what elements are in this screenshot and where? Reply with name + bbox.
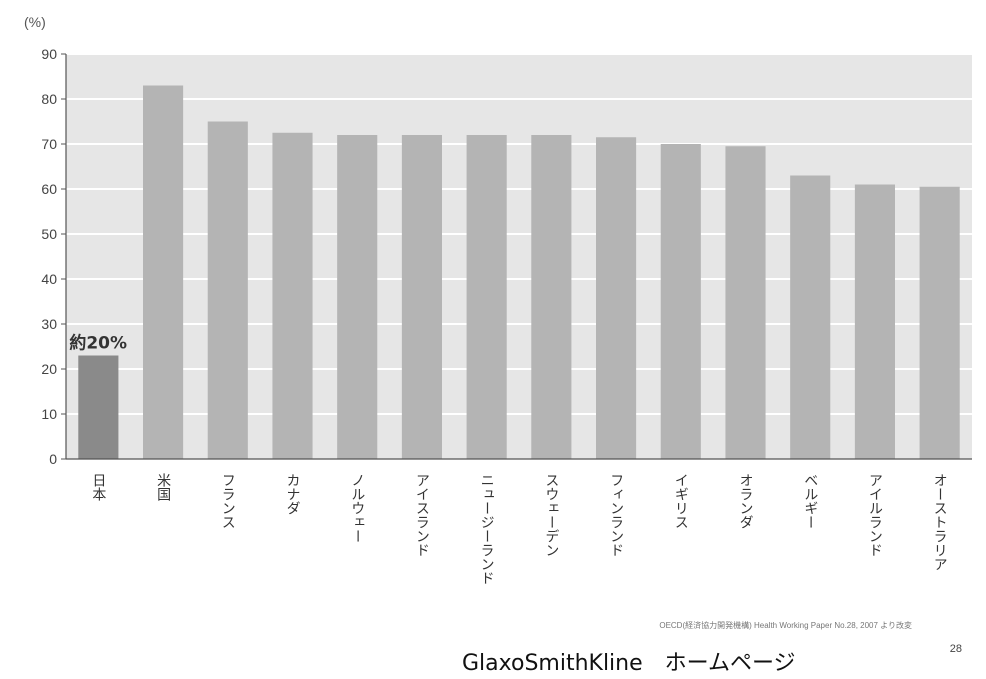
bar <box>660 144 701 459</box>
bar <box>143 85 184 459</box>
y-tick-label: 90 <box>41 46 57 62</box>
x-tick-label: オーストラリア <box>932 473 948 571</box>
x-tick-label: アイスランド <box>414 473 430 557</box>
bar <box>207 121 248 459</box>
x-tick-label: ノルウェー <box>349 473 365 543</box>
plot-background <box>66 54 972 459</box>
bar <box>401 135 442 459</box>
y-tick-label: 0 <box>49 451 57 467</box>
bar-chart: 0 10 20 30 40 50 60 70 80 90 日本 米国 フランス カナダ ノルウェー アイスラ… <box>41 46 972 585</box>
y-tick-label: 80 <box>41 91 57 107</box>
y-tick-label: 70 <box>41 136 57 152</box>
source-note: OECD(経済協力開発機構) Health Working Paper No.2… <box>659 621 912 630</box>
y-tick-label: 20 <box>41 361 57 377</box>
bar <box>531 135 572 459</box>
x-tick-label: スウェーデン <box>543 473 559 557</box>
bar <box>466 135 507 459</box>
x-tick-label: フランス <box>220 473 236 529</box>
bar <box>854 184 895 459</box>
y-tick-label: 30 <box>41 316 57 332</box>
page-number: 28 <box>949 643 962 655</box>
bar <box>790 175 831 459</box>
x-tick-label: オランダ <box>738 473 754 529</box>
x-tick-label: カナダ <box>285 473 301 515</box>
bar <box>596 137 637 459</box>
x-axis-labels: 日本 米国 フランス カナダ ノルウェー アイスランド ニュージーランド スウェーデン フィンラ… <box>90 473 947 585</box>
x-tick-label: イギリス <box>673 473 689 529</box>
x-tick-label: 日本 <box>90 473 106 501</box>
bar <box>272 132 313 459</box>
footer-title: GlaxoSmithKline ホームページ <box>462 651 796 676</box>
x-tick-label: アイルランド <box>867 473 883 557</box>
x-tick-label: ベルギー <box>802 473 818 529</box>
bar <box>337 135 378 459</box>
bars <box>78 85 960 459</box>
x-tick-label: ニュージーランド <box>479 473 495 585</box>
bar <box>919 186 960 459</box>
y-tick-label: 40 <box>41 271 57 287</box>
x-tick-label: 米国 <box>155 473 171 501</box>
x-tick-label: フィンランド <box>608 473 624 557</box>
y-tick-label: 10 <box>41 406 57 422</box>
bar <box>725 146 766 459</box>
y-tick-label: 60 <box>41 181 57 197</box>
y-tick-label: 50 <box>41 226 57 242</box>
bar <box>78 355 119 459</box>
data-label: 約20% <box>69 333 127 354</box>
y-axis-ticks: 0 10 20 30 40 50 60 70 80 90 <box>41 46 66 467</box>
y-unit-label: (%) <box>24 14 46 30</box>
